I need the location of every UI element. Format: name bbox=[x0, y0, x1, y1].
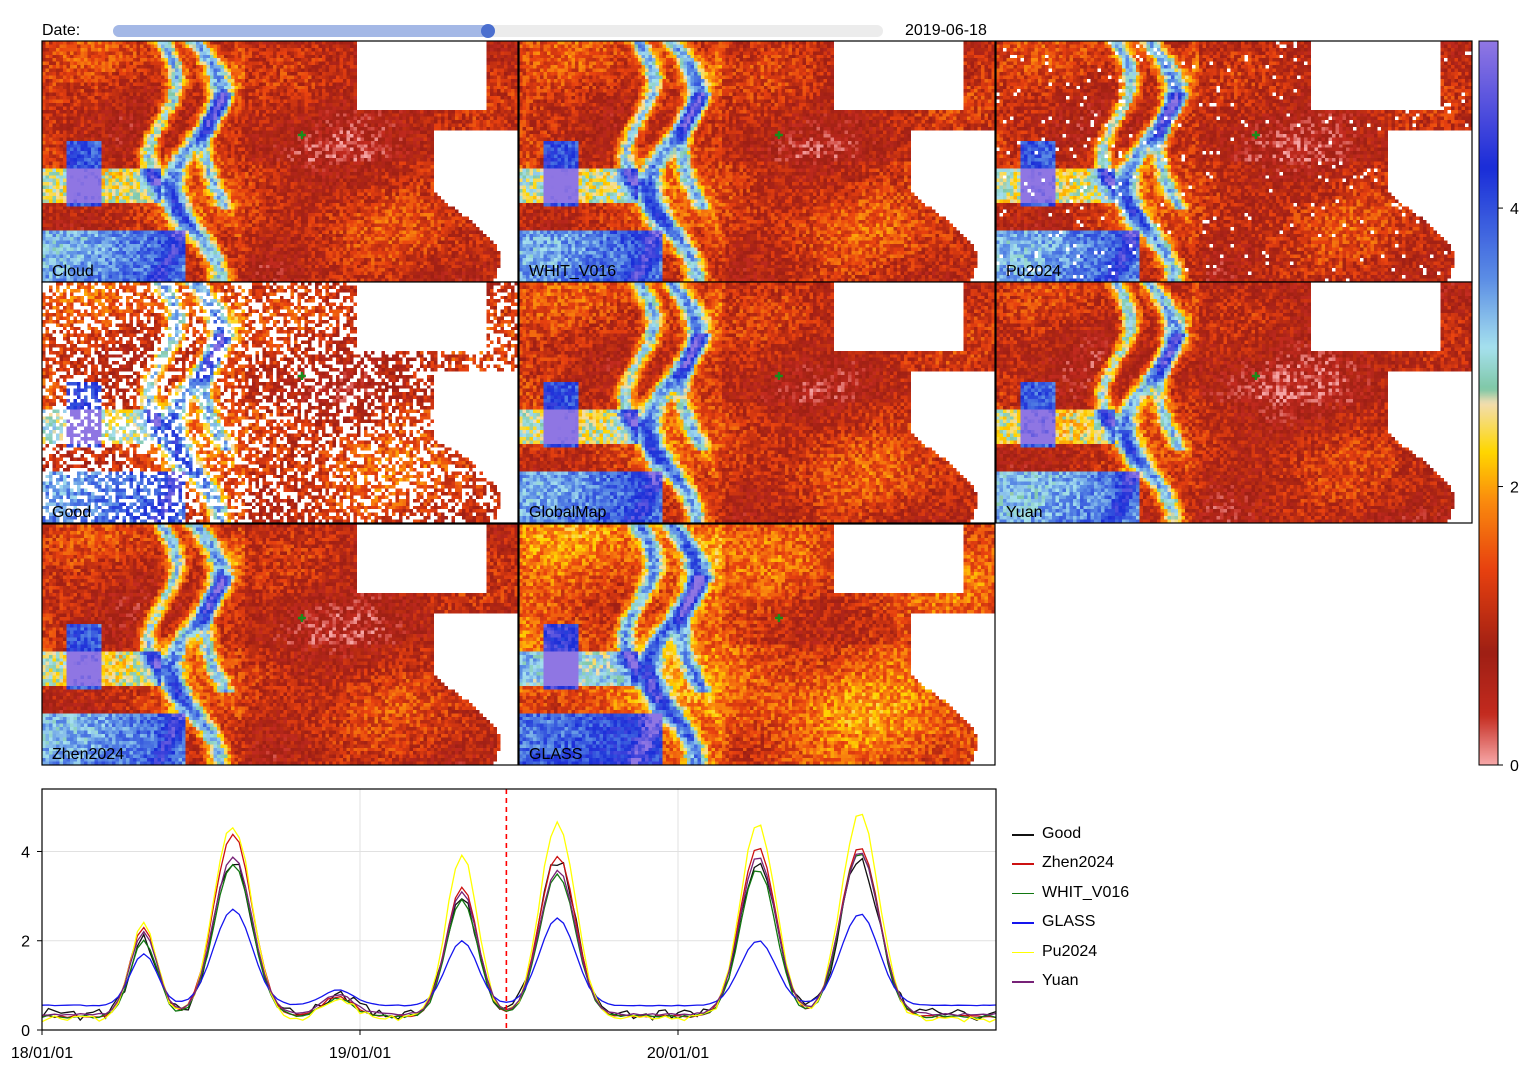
date-slider-handle[interactable] bbox=[480, 24, 495, 38]
date-slider[interactable] bbox=[113, 24, 883, 38]
map-panel-label: Yuan bbox=[1006, 504, 1042, 521]
map-frame bbox=[518, 523, 996, 766]
y-axis: 0 2 4 bbox=[21, 844, 42, 1040]
series-line-pu2024 bbox=[41, 813, 997, 1023]
map-raster bbox=[42, 41, 518, 282]
map-panel: Good bbox=[41, 281, 519, 524]
map-panel: Pu2024 bbox=[995, 40, 1473, 283]
map-raster bbox=[519, 282, 995, 523]
map-raster bbox=[42, 282, 518, 523]
map-panel-label: Pu2024 bbox=[1006, 263, 1061, 280]
site-marker-icon bbox=[297, 371, 306, 380]
series-line-glass bbox=[41, 908, 997, 1007]
site-marker-icon bbox=[774, 130, 783, 139]
y-tick-label: 0 bbox=[21, 1023, 30, 1040]
date-controls: Date: 2019-06-18 bbox=[0, 0, 1540, 40]
map-raster bbox=[519, 524, 995, 765]
date-slider-fill bbox=[113, 25, 488, 37]
map-panel: Yuan bbox=[995, 281, 1473, 524]
series-line-zhen2024 bbox=[41, 833, 997, 1019]
series-lines bbox=[41, 813, 997, 1023]
site-marker-icon bbox=[297, 130, 306, 139]
map-frame bbox=[41, 523, 519, 766]
site-marker-icon bbox=[774, 371, 783, 380]
colorbar-tick-label: 2 bbox=[1510, 480, 1519, 497]
legend-line-swatch bbox=[1012, 863, 1034, 865]
x-tick-label: 19/01/01 bbox=[329, 1045, 391, 1062]
x-tick-label: 20/01/01 bbox=[647, 1045, 709, 1062]
map-raster bbox=[519, 41, 995, 282]
map-panel-label: Good bbox=[52, 504, 91, 521]
date-label: Date: bbox=[42, 22, 81, 39]
map-panel-label: GLASS bbox=[529, 746, 582, 763]
map-raster bbox=[42, 524, 518, 765]
legend-line-swatch bbox=[1012, 922, 1034, 924]
legend-line-swatch bbox=[1012, 951, 1034, 954]
map-grid: Cloud WHIT_V016 Pu2024 Good GlobalMap Yuan Zhe… bbox=[41, 40, 1519, 775]
legend-line-swatch bbox=[1012, 834, 1034, 836]
map-panel: GLASS bbox=[518, 523, 996, 766]
y-tick-label: 4 bbox=[21, 844, 30, 861]
legend-line-swatch bbox=[1012, 892, 1034, 895]
site-marker-icon bbox=[1251, 371, 1260, 380]
map-panel-label: GlobalMap bbox=[529, 504, 606, 521]
legend-line-swatch bbox=[1012, 980, 1034, 983]
legend-label: Yuan bbox=[1042, 971, 1079, 989]
map-panel: GlobalMap bbox=[518, 281, 996, 524]
colorbar-frame bbox=[1478, 40, 1499, 766]
colorbar-tick-label: 4 bbox=[1510, 201, 1519, 218]
legend-label: Good bbox=[1042, 825, 1082, 842]
x-axis: 18/01/01 19/01/01 20/01/01 bbox=[11, 1030, 709, 1062]
site-marker-icon bbox=[1251, 130, 1260, 139]
map-panel: WHIT_V016 bbox=[518, 40, 996, 283]
colorbar-tick-label: 0 bbox=[1510, 758, 1519, 775]
map-frame bbox=[995, 281, 1473, 524]
colorbar-gradient bbox=[1479, 41, 1498, 765]
legend-label: Zhen2024 bbox=[1042, 854, 1115, 872]
legend-label: Pu2024 bbox=[1042, 942, 1098, 960]
series-line-yuan bbox=[41, 852, 997, 1017]
legend-label: GLASS bbox=[1042, 913, 1096, 931]
site-marker-icon bbox=[297, 613, 306, 622]
map-panel-label: Zhen2024 bbox=[52, 746, 124, 763]
legend-label: WHIT_V016 bbox=[1042, 883, 1130, 901]
map-panel-label: WHIT_V016 bbox=[529, 263, 616, 280]
x-tick-label: 18/01/01 bbox=[11, 1045, 73, 1062]
chart-frame bbox=[41, 788, 997, 1031]
date-value: 2019-06-18 bbox=[905, 22, 987, 39]
y-tick-label: 2 bbox=[21, 934, 30, 951]
site-marker-icon bbox=[774, 613, 783, 622]
map-raster bbox=[996, 41, 1472, 282]
colorbar: 0 2 4 bbox=[1478, 40, 1519, 775]
map-frame bbox=[518, 281, 996, 524]
map-frame bbox=[41, 281, 519, 524]
map-raster bbox=[996, 282, 1472, 523]
map-panel-label: Cloud bbox=[52, 263, 94, 280]
map-panel: Zhen2024 bbox=[41, 523, 519, 766]
